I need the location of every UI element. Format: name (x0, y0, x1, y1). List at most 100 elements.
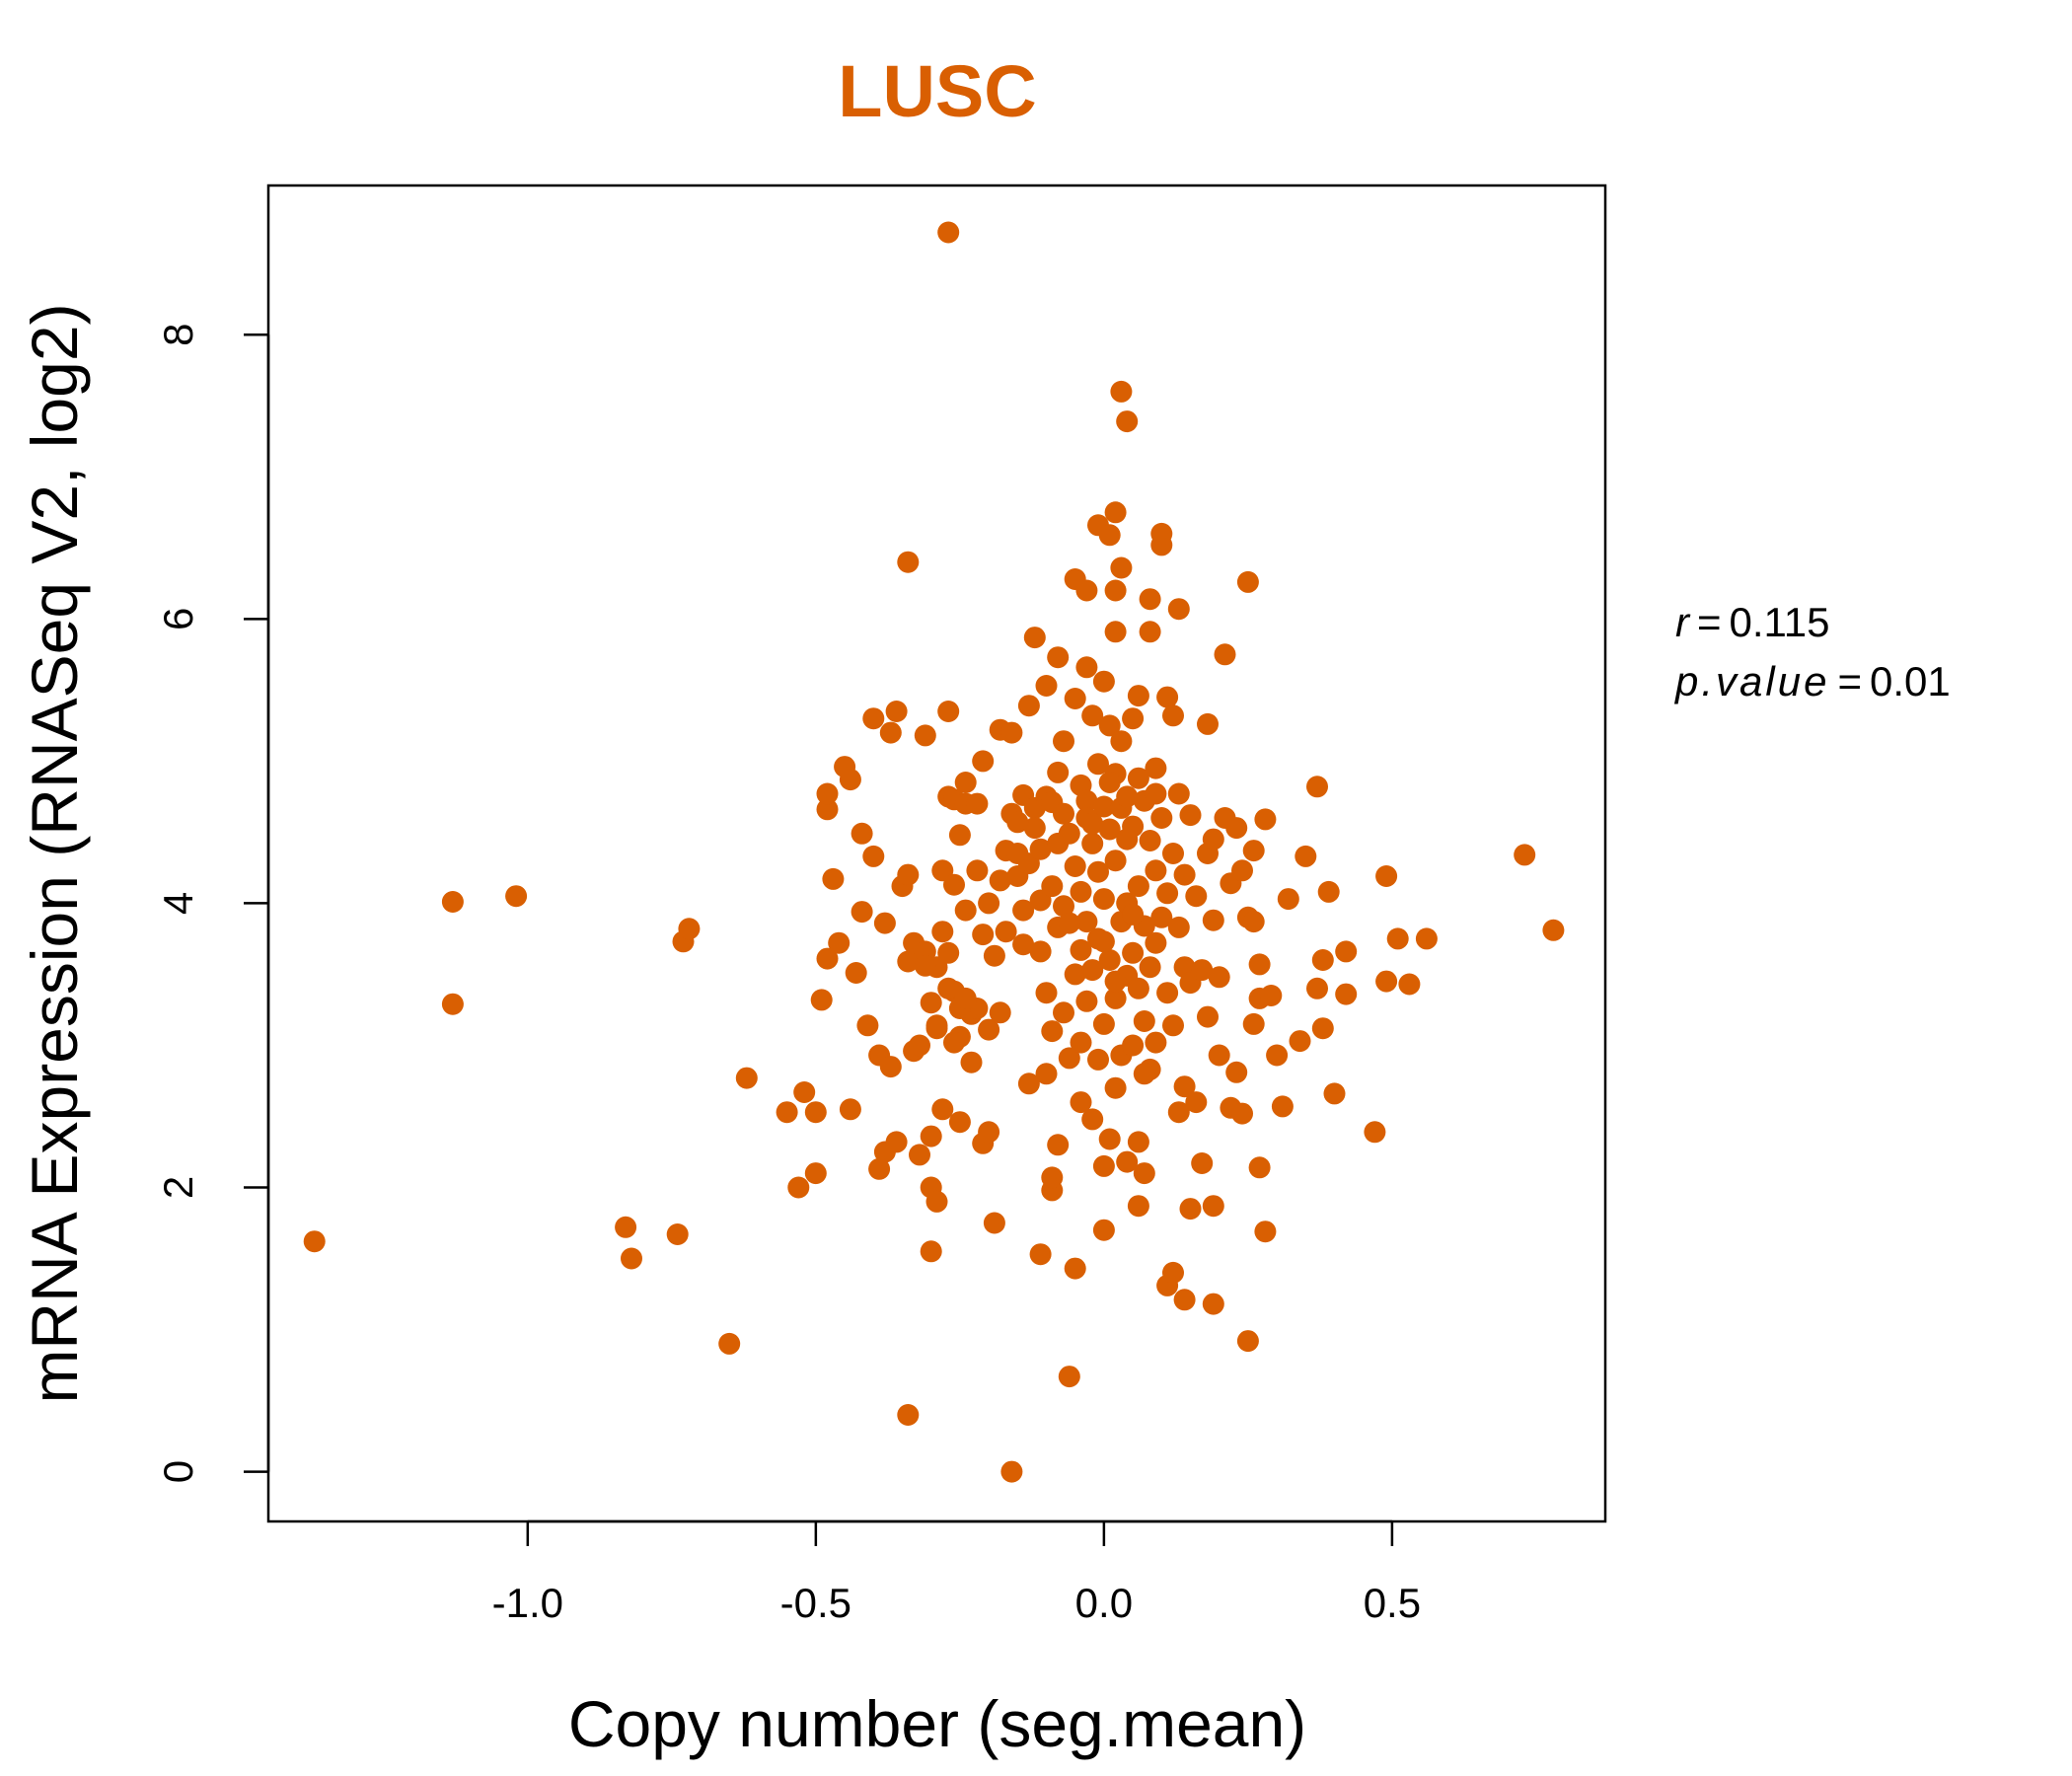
data-point (1139, 588, 1161, 611)
data-point (862, 845, 885, 867)
data-points (303, 221, 1565, 1483)
data-point (1145, 782, 1167, 805)
data-point (1075, 990, 1098, 1012)
data-point (914, 724, 936, 747)
data-point (1225, 1061, 1248, 1083)
data-point (1081, 1108, 1104, 1131)
data-point (1064, 963, 1086, 986)
data-point (856, 1014, 879, 1037)
data-point (1092, 670, 1115, 693)
data-point (1017, 695, 1040, 717)
data-point (1398, 973, 1421, 996)
data-point (1386, 927, 1409, 950)
x-tick-label: -1.0 (492, 1580, 563, 1626)
data-point (1053, 895, 1074, 918)
r-label: r (1675, 599, 1691, 645)
data-point (1139, 830, 1161, 851)
data-point (1064, 855, 1086, 877)
data-point (1335, 940, 1358, 963)
data-point (816, 782, 839, 805)
data-point (1098, 772, 1121, 793)
data-point (1104, 987, 1127, 1009)
data-point (978, 892, 1000, 915)
data-point (1145, 757, 1167, 779)
data-point (1081, 812, 1104, 835)
data-point (1035, 675, 1058, 697)
data-point (1075, 911, 1098, 933)
data-point (1047, 1134, 1070, 1156)
data-point (816, 798, 839, 821)
y-axis-title: mRNA Expression (RNASeq V2, log2) (18, 303, 91, 1403)
data-point (505, 885, 528, 908)
data-point (1092, 1012, 1115, 1035)
data-point (1260, 985, 1283, 1006)
data-point (735, 1067, 758, 1089)
x-axis: -1.0 -0.5 0.0 0.5 (492, 1519, 1421, 1626)
data-point (1248, 1156, 1271, 1179)
data-point (1092, 795, 1115, 818)
data-point (1116, 828, 1139, 851)
data-point (1162, 843, 1184, 864)
data-point (776, 1101, 798, 1124)
data-point (960, 1051, 983, 1073)
data-point (885, 1131, 908, 1153)
data-point (1041, 1166, 1064, 1189)
data-point (1202, 828, 1224, 851)
data-point (1104, 501, 1127, 524)
data-point (897, 950, 920, 973)
data-point (1231, 1102, 1253, 1125)
data-point (943, 873, 965, 896)
data-point (1242, 840, 1265, 862)
data-point (1087, 1048, 1109, 1071)
y-tick-label: 2 (155, 1176, 201, 1199)
data-point (943, 1031, 965, 1054)
data-point (1116, 410, 1139, 433)
data-point (1098, 714, 1121, 737)
data-point (621, 1247, 642, 1270)
data-point (1053, 802, 1074, 825)
r-value: 0.115 (1730, 599, 1830, 645)
plot-area-frame (266, 184, 1607, 1523)
data-point (1156, 982, 1179, 1004)
data-point (948, 824, 971, 847)
data-point (1306, 977, 1328, 999)
data-point (1006, 811, 1029, 834)
data-point (1110, 380, 1133, 403)
data-point (1104, 850, 1127, 872)
data-point (1000, 1460, 1023, 1483)
data-point (862, 707, 885, 730)
data-point (1133, 1162, 1155, 1185)
data-point (1514, 844, 1536, 866)
data-point (787, 1176, 810, 1199)
data-point (1058, 1047, 1080, 1070)
data-point (1162, 1261, 1184, 1284)
data-point (873, 912, 896, 934)
data-point (1081, 832, 1104, 854)
data-point (914, 954, 936, 977)
data-point (983, 944, 1005, 967)
y-tick-label: 0 (155, 1460, 201, 1483)
data-point (1053, 1001, 1074, 1024)
data-point (966, 792, 989, 815)
data-point (1139, 621, 1161, 643)
data-point (931, 921, 954, 943)
data-point (845, 962, 867, 984)
data-point (1415, 927, 1438, 950)
data-point (1110, 556, 1133, 579)
data-point (303, 1230, 326, 1253)
data-point (1167, 1101, 1190, 1124)
data-point (972, 750, 995, 773)
data-point (1098, 1128, 1121, 1150)
correlation-stats: r = 0.115 p.value = 0.01 (1673, 599, 1951, 704)
data-point (1277, 888, 1299, 911)
data-point (615, 1216, 637, 1238)
data-point (1179, 1198, 1202, 1221)
x-axis-title: Copy number (seg.mean) (568, 1687, 1306, 1760)
data-point (1081, 704, 1104, 727)
data-point (1150, 522, 1173, 545)
data-point (909, 1034, 930, 1057)
data-point (1266, 1044, 1289, 1067)
data-point (1185, 1091, 1208, 1114)
data-point (1167, 598, 1190, 621)
data-point (1029, 1243, 1052, 1266)
